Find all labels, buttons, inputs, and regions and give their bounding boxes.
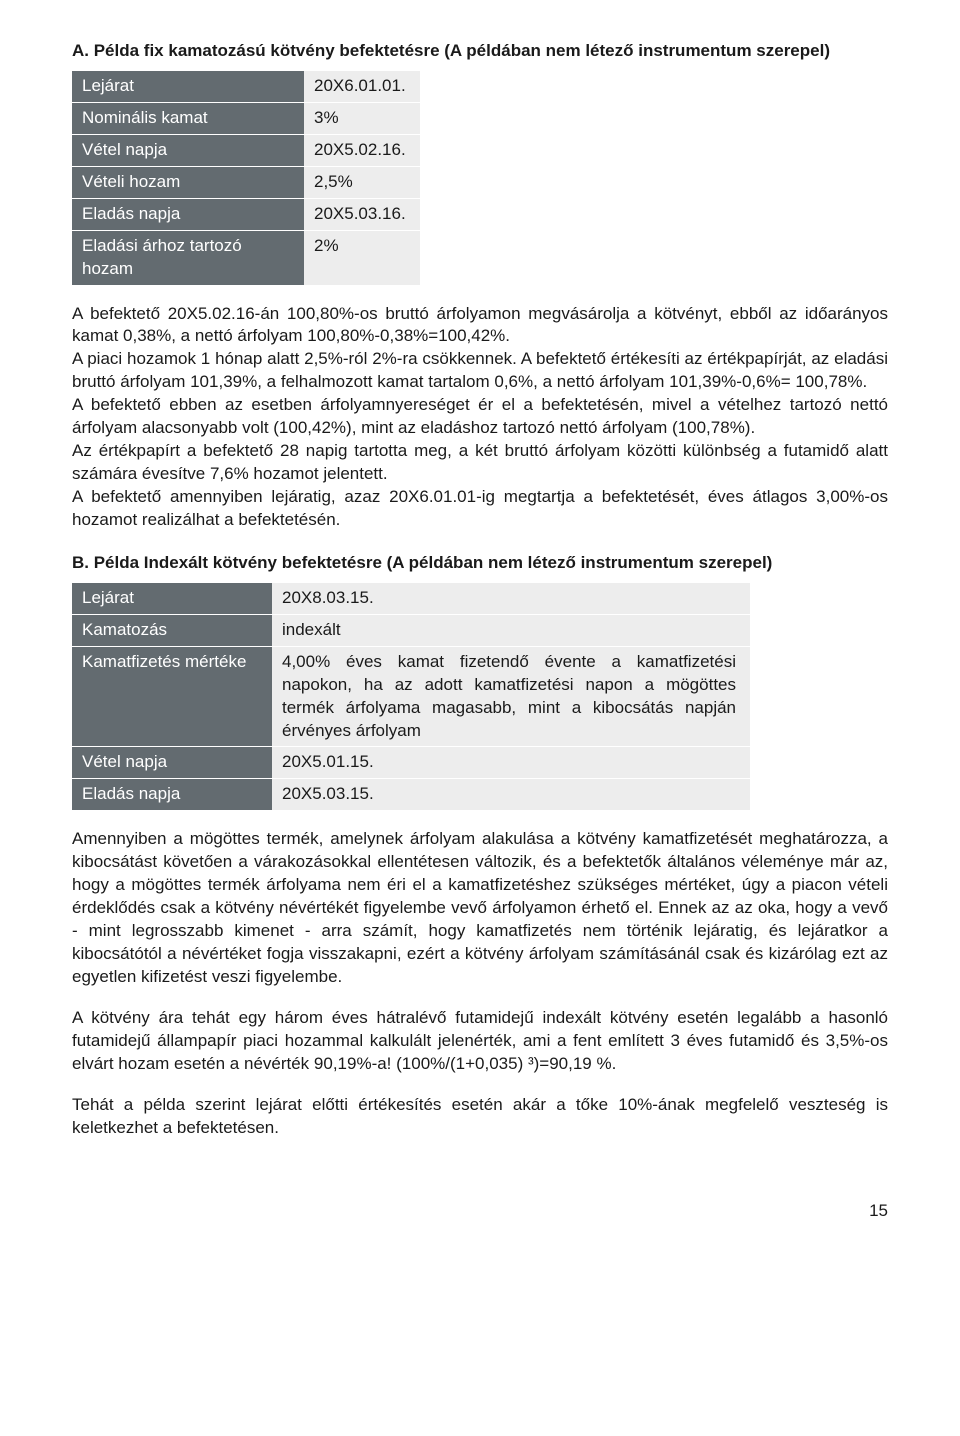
cell-key: Vétel napja xyxy=(72,747,272,779)
table-row: Nominális kamat3% xyxy=(72,102,420,134)
cell-key: Eladás napja xyxy=(72,779,272,810)
table-row: Lejárat20X8.03.15. xyxy=(72,583,750,614)
cell-key: Vételi hozam xyxy=(72,166,304,198)
cell-key: Eladási árhoz tartozó hozam xyxy=(72,230,304,284)
cell-key: Lejárat xyxy=(72,583,272,614)
table-row: Kamatfizetés mértéke4,00% éves kamat fiz… xyxy=(72,646,750,747)
table-row: Vétel napja20X5.02.16. xyxy=(72,134,420,166)
section-b-paragraph-3: Tehát a példa szerint lejárat előtti ért… xyxy=(72,1094,888,1140)
table-row: Eladási árhoz tartozó hozam2% xyxy=(72,230,420,284)
cell-val: 20X5.01.15. xyxy=(272,747,750,779)
cell-val: 20X5.03.15. xyxy=(272,779,750,810)
table-b: Lejárat20X8.03.15. Kamatozásindexált Kam… xyxy=(72,583,750,811)
cell-val: 20X8.03.15. xyxy=(272,583,750,614)
cell-key: Vétel napja xyxy=(72,134,304,166)
table-row: Kamatozásindexált xyxy=(72,614,750,646)
cell-key: Kamatozás xyxy=(72,614,272,646)
table-row: Lejárat20X6.01.01. xyxy=(72,71,420,102)
cell-val: 2,5% xyxy=(304,166,420,198)
section-b-title: B. Példa Indexált kötvény befektetésre (… xyxy=(72,552,888,575)
cell-key: Lejárat xyxy=(72,71,304,102)
table-row: Vétel napja20X5.01.15. xyxy=(72,747,750,779)
cell-key: Eladás napja xyxy=(72,198,304,230)
section-a-title: A. Példa fix kamatozású kötvény befektet… xyxy=(72,40,888,63)
cell-val: 20X6.01.01. xyxy=(304,71,420,102)
cell-key: Nominális kamat xyxy=(72,102,304,134)
cell-val: 3% xyxy=(304,102,420,134)
section-b-paragraph-1: Amennyiben a mögöttes termék, amelynek á… xyxy=(72,828,888,989)
cell-val: 4,00% éves kamat fizetendő évente a kama… xyxy=(272,646,750,747)
cell-val: indexált xyxy=(272,614,750,646)
table-row: Vételi hozam2,5% xyxy=(72,166,420,198)
cell-val: 20X5.03.16. xyxy=(304,198,420,230)
cell-key: Kamatfizetés mértéke xyxy=(72,646,272,747)
page-number: 15 xyxy=(72,1200,888,1223)
section-b-paragraph-2: A kötvény ára tehát egy három éves hátra… xyxy=(72,1007,888,1076)
cell-val: 20X5.02.16. xyxy=(304,134,420,166)
cell-val: 2% xyxy=(304,230,420,284)
table-row: Eladás napja20X5.03.15. xyxy=(72,779,750,810)
table-a: Lejárat20X6.01.01. Nominális kamat3% Vét… xyxy=(72,71,420,285)
table-row: Eladás napja20X5.03.16. xyxy=(72,198,420,230)
section-a-paragraph: A befektető 20X5.02.16-án 100,80%-os bru… xyxy=(72,303,888,532)
